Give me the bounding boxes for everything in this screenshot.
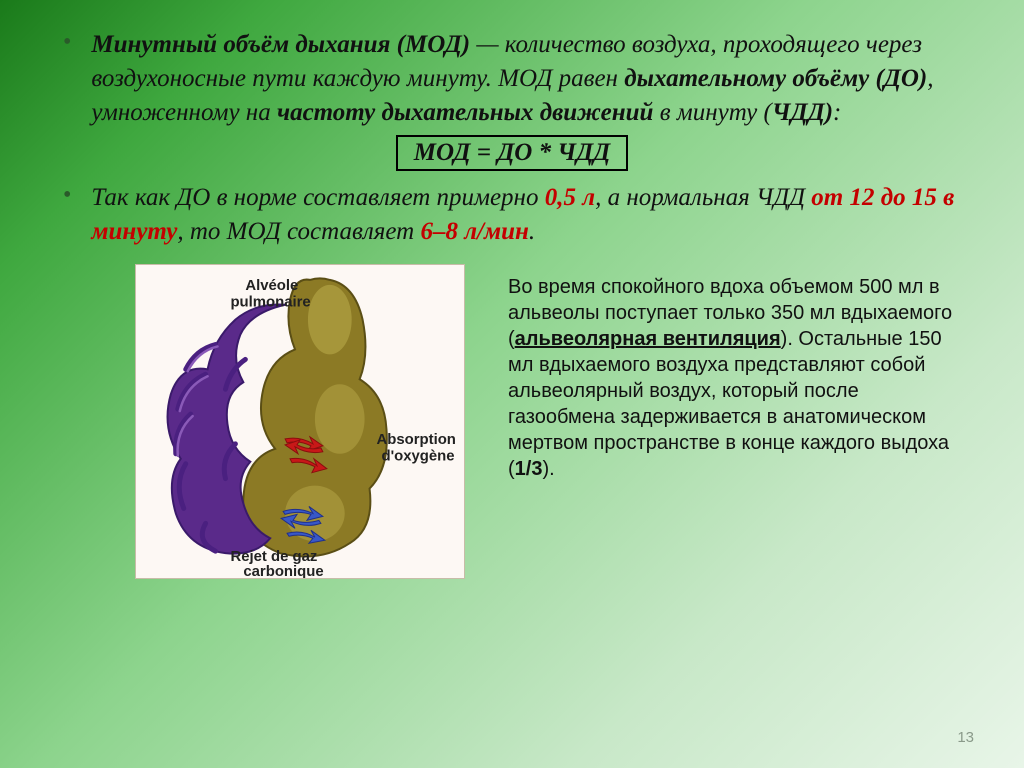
side-text-column: Во время спокойного вдоха объемом 500 мл… — [480, 259, 969, 482]
bullet-item-2: • Так как ДО в норме составляет примерно… — [55, 181, 969, 249]
bullet-item-1: • Минутный объём дыхания (МОД) — количес… — [55, 28, 969, 129]
diagram-label: Absorption — [377, 432, 456, 448]
diagram-label: pulmonaire — [230, 294, 310, 310]
text-bold: Минутный объём дыхания (МОД) — [91, 31, 470, 58]
text-bold: дыхательному объёму (ДО) — [624, 65, 927, 92]
side-text-bold: 1/3 — [515, 458, 543, 480]
bullet-list-2: • Так как ДО в норме составляет примерно… — [55, 181, 969, 249]
side-paragraph: Во время спокойного вдоха объемом 500 мл… — [508, 274, 969, 482]
diagram-label: Alvéole — [245, 278, 298, 294]
formula-box: МОД = ДО * ЧДД — [396, 135, 628, 171]
page-number: 13 — [957, 729, 974, 746]
alveole-diagram: Alvéole pulmonaire Absorption d'oxygène … — [135, 264, 465, 579]
text-red-bold: 6–8 л/мин — [420, 218, 528, 245]
text: : — [833, 99, 841, 126]
bullet-list: • Минутный объём дыхания (МОД) — количес… — [55, 28, 969, 129]
side-text: ). — [542, 458, 554, 480]
text-bold: ЧДД) — [772, 99, 833, 126]
formula-row: МОД = ДО * ЧДД — [55, 135, 969, 171]
text-bold: частоту дыхательных движений — [277, 99, 653, 126]
diagram-label: d'oxygène — [381, 448, 454, 464]
diagram-label: Rejet de gaz — [230, 549, 317, 565]
text: . — [529, 218, 535, 245]
text-red-bold: 0,5 л — [545, 184, 595, 211]
paragraph-1: Минутный объём дыхания (МОД) — количеств… — [91, 28, 969, 129]
bullet-marker: • — [63, 181, 71, 210]
paragraph-2: Так как ДО в норме составляет примерно 0… — [91, 181, 969, 249]
text: , а нормальная ЧДД — [595, 184, 811, 211]
slide: • Минутный объём дыхания (МОД) — количес… — [0, 0, 1024, 768]
text: , то МОД составляет — [177, 218, 420, 245]
text: в минуту ( — [653, 99, 771, 126]
side-text-underline: альвеолярная вентиляция — [515, 328, 781, 350]
diagram-column: Alvéole pulmonaire Absorption d'oxygène … — [135, 264, 480, 584]
text: Так как ДО в норме составляет примерно — [91, 184, 544, 211]
bullet-marker: • — [63, 28, 71, 57]
lower-content: Alvéole pulmonaire Absorption d'oxygène … — [55, 259, 969, 584]
diagram-label: carbonique — [243, 564, 323, 579]
side-text: ). Остальные 150 мл вдыхаемого воздуха п… — [508, 328, 949, 480]
